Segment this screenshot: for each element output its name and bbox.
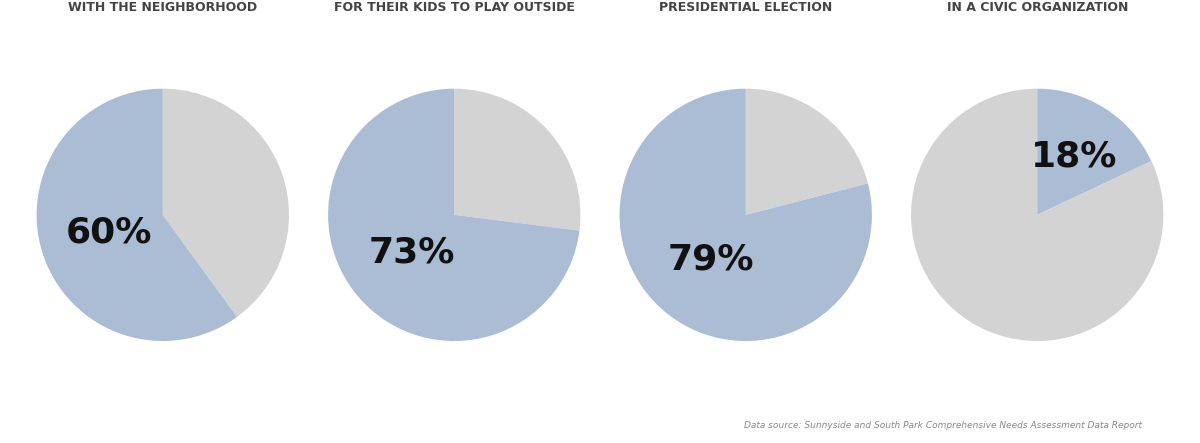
Title: SUNNYSIDE RESIDENTS
WHO VOTED IN THE MOST RECENT
PRESIDENTIAL ELECTION: SUNNYSIDE RESIDENTS WHO VOTED IN THE MOS… bbox=[625, 0, 866, 14]
Wedge shape bbox=[619, 89, 872, 341]
Text: 18%: 18% bbox=[1031, 139, 1117, 173]
Wedge shape bbox=[455, 89, 581, 231]
Title: SUNNYSIDE RESIDENTS
WHO ARE SATISFIED
WITH THE NEIGHBORHOOD: SUNNYSIDE RESIDENTS WHO ARE SATISFIED WI… bbox=[68, 0, 257, 14]
Title: PARENTS IN SUNNYSIDE
WHO BELIEVE IT IS SAFE
FOR THEIR KIDS TO PLAY OUTSIDE: PARENTS IN SUNNYSIDE WHO BELIEVE IT IS S… bbox=[334, 0, 575, 14]
Wedge shape bbox=[328, 89, 580, 341]
Title: SUNNYSIDE RESIDENTS
WHO PARTICIPATE
IN A CIVIC ORGANIZATION: SUNNYSIDE RESIDENTS WHO PARTICIPATE IN A… bbox=[947, 0, 1128, 14]
Text: Data source: Sunnyside and South Park Comprehensive Needs Assessment Data Report: Data source: Sunnyside and South Park Co… bbox=[744, 421, 1142, 430]
Wedge shape bbox=[37, 89, 236, 341]
Text: 79%: 79% bbox=[667, 243, 754, 277]
Wedge shape bbox=[911, 89, 1163, 341]
Wedge shape bbox=[1037, 89, 1151, 215]
Text: 60%: 60% bbox=[66, 215, 152, 249]
Text: 73%: 73% bbox=[368, 235, 455, 269]
Wedge shape bbox=[745, 89, 868, 215]
Wedge shape bbox=[163, 89, 289, 317]
